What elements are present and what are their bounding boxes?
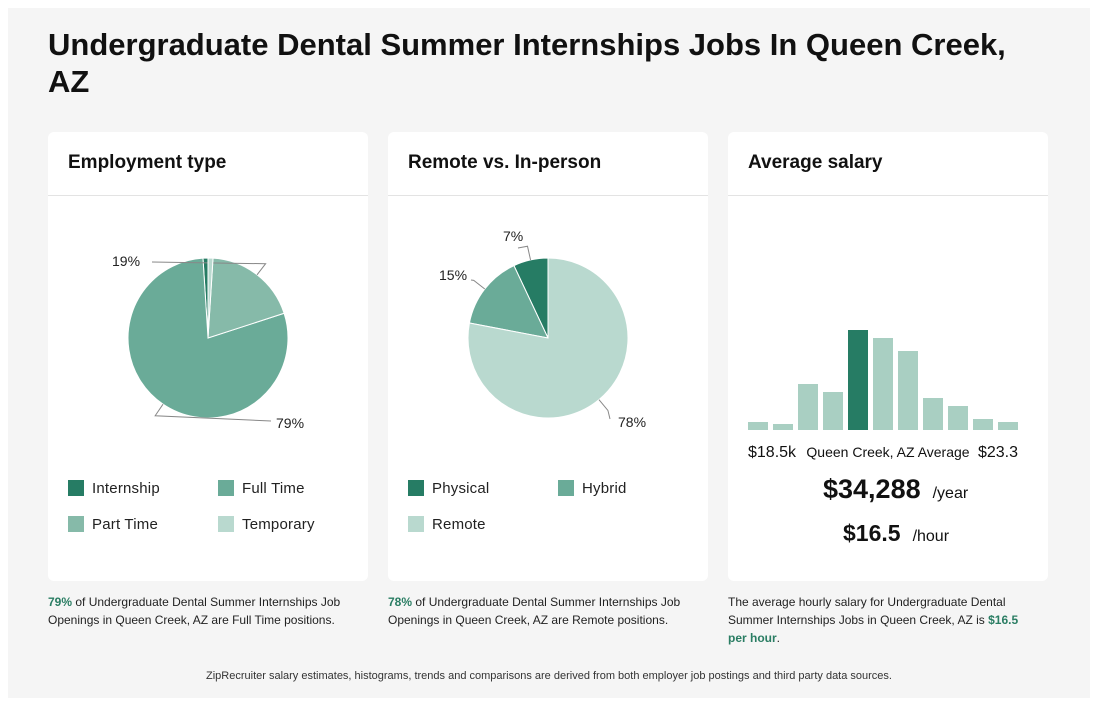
remote-footnote: 78% of Undergraduate Dental Summer Inter… <box>388 593 698 629</box>
page-title: Undergraduate Dental Summer Internships … <box>48 27 1006 99</box>
footnote-highlight: $16.5 per hour <box>728 613 1019 645</box>
legend-label: Hybrid <box>582 479 627 497</box>
legend-swatch <box>218 480 234 496</box>
legend-swatch <box>558 480 574 496</box>
legend-swatch <box>68 480 84 496</box>
yearly-salary-value: $34,288 <box>823 474 921 504</box>
pie-data-label: 79% <box>276 415 304 431</box>
legend-label: Internship <box>92 479 160 497</box>
employment-type-card: Employment type 79% 19% Internship Full T… <box>48 132 368 581</box>
legend-item-part-time: Part Time <box>68 514 158 534</box>
histogram-axis-label: $18.5k <box>748 444 797 461</box>
pie-data-label: 19% <box>112 253 140 269</box>
legend-swatch <box>68 516 84 532</box>
pie-label-leader <box>598 399 611 420</box>
histogram-bar <box>948 406 968 430</box>
footnote-text: The average hourly salary for Undergradu… <box>728 595 1006 627</box>
histogram-bar <box>998 422 1018 430</box>
histogram-bar <box>923 398 943 430</box>
hourly-salary-unit: /hour <box>912 528 950 545</box>
legend-label: Full Time <box>242 479 305 497</box>
pie-label-leader <box>517 245 532 261</box>
employment-type-pie-chart: 79% 19% <box>112 253 304 431</box>
pie-data-label: 78% <box>618 414 646 430</box>
pie-label-leader <box>154 403 272 422</box>
salary-histogram: $18.5k Queen Creek, AZ Average $23.3 <box>748 330 1018 461</box>
yearly-salary-unit: /year <box>932 485 969 502</box>
pie-label-leader <box>470 279 486 290</box>
employment-footnote: 79% of Undergraduate Dental Summer Inter… <box>48 593 358 629</box>
histogram-bar <box>773 424 793 430</box>
legend-item-temporary: Temporary <box>218 514 315 534</box>
hourly-salary: $16.5 /hour <box>843 520 949 547</box>
footnote-highlight: 79% <box>48 595 73 609</box>
average-salary-card: Average salary $18.5k Queen Creek, AZ Ave… <box>728 132 1048 581</box>
remote-vs-in-person-pie-chart: 7% 15% 78% <box>439 228 646 430</box>
histogram-bar <box>798 384 818 430</box>
legend-swatch <box>408 480 424 496</box>
legend-item-hybrid: Hybrid <box>558 478 627 498</box>
legend-label: Part Time <box>92 515 158 533</box>
pie-data-label: 15% <box>439 267 467 283</box>
histogram-bar <box>848 330 868 430</box>
legend-label: Temporary <box>242 515 315 533</box>
legend-item-internship: Internship <box>68 478 160 498</box>
card-divider <box>388 195 708 196</box>
pie-slice-hybrid <box>468 264 549 339</box>
data-source-note: ZipRecruiter salary estimates, histogram… <box>206 670 892 682</box>
page-container: Undergraduate Dental Summer Internships … <box>8 8 1090 698</box>
histogram-bar <box>873 338 893 430</box>
average-salary-title: Average salary <box>748 152 883 173</box>
card-divider <box>728 195 1048 196</box>
legend-label: Physical <box>432 479 490 497</box>
legend-item-physical: Physical <box>408 478 489 498</box>
histogram-bar <box>973 419 993 430</box>
footnote-end: . <box>776 631 781 645</box>
yearly-salary: $34,288 /year <box>823 474 968 505</box>
histogram-axis-label: Queen Creek, AZ Average <box>806 444 969 460</box>
legend-item-remote: Remote <box>408 514 486 534</box>
pie-label-leader <box>151 261 267 276</box>
remote-vs-in-person-title: Remote vs. In-person <box>408 152 602 173</box>
pie-slice-temporary <box>207 257 214 339</box>
employment-type-title: Employment type <box>68 152 227 173</box>
footnote-text: of Undergraduate Dental Summer Internshi… <box>48 595 341 627</box>
remote-vs-in-person-card: Remote vs. In-person 7% 15% 78% Physical H… <box>388 132 708 581</box>
histogram-axis-label: $23.3 <box>978 444 1018 461</box>
histogram-bar <box>823 392 843 430</box>
pie-slice-remote <box>467 257 629 419</box>
legend-swatch <box>218 516 234 532</box>
hourly-salary-value: $16.5 <box>843 520 901 546</box>
legend-swatch <box>408 516 424 532</box>
histogram-bar <box>898 351 918 430</box>
salary-footnote: The average hourly salary for Undergradu… <box>728 593 1038 647</box>
footnote-highlight: 78% <box>388 595 413 609</box>
legend-item-full-time: Full Time <box>218 478 305 498</box>
legend-label: Remote <box>432 515 486 533</box>
pie-slice-part-time <box>207 257 285 339</box>
histogram-bar <box>748 422 768 430</box>
card-divider <box>48 195 368 196</box>
footnote-text: of Undergraduate Dental Summer Internshi… <box>388 595 681 627</box>
pie-data-label: 7% <box>503 228 523 244</box>
